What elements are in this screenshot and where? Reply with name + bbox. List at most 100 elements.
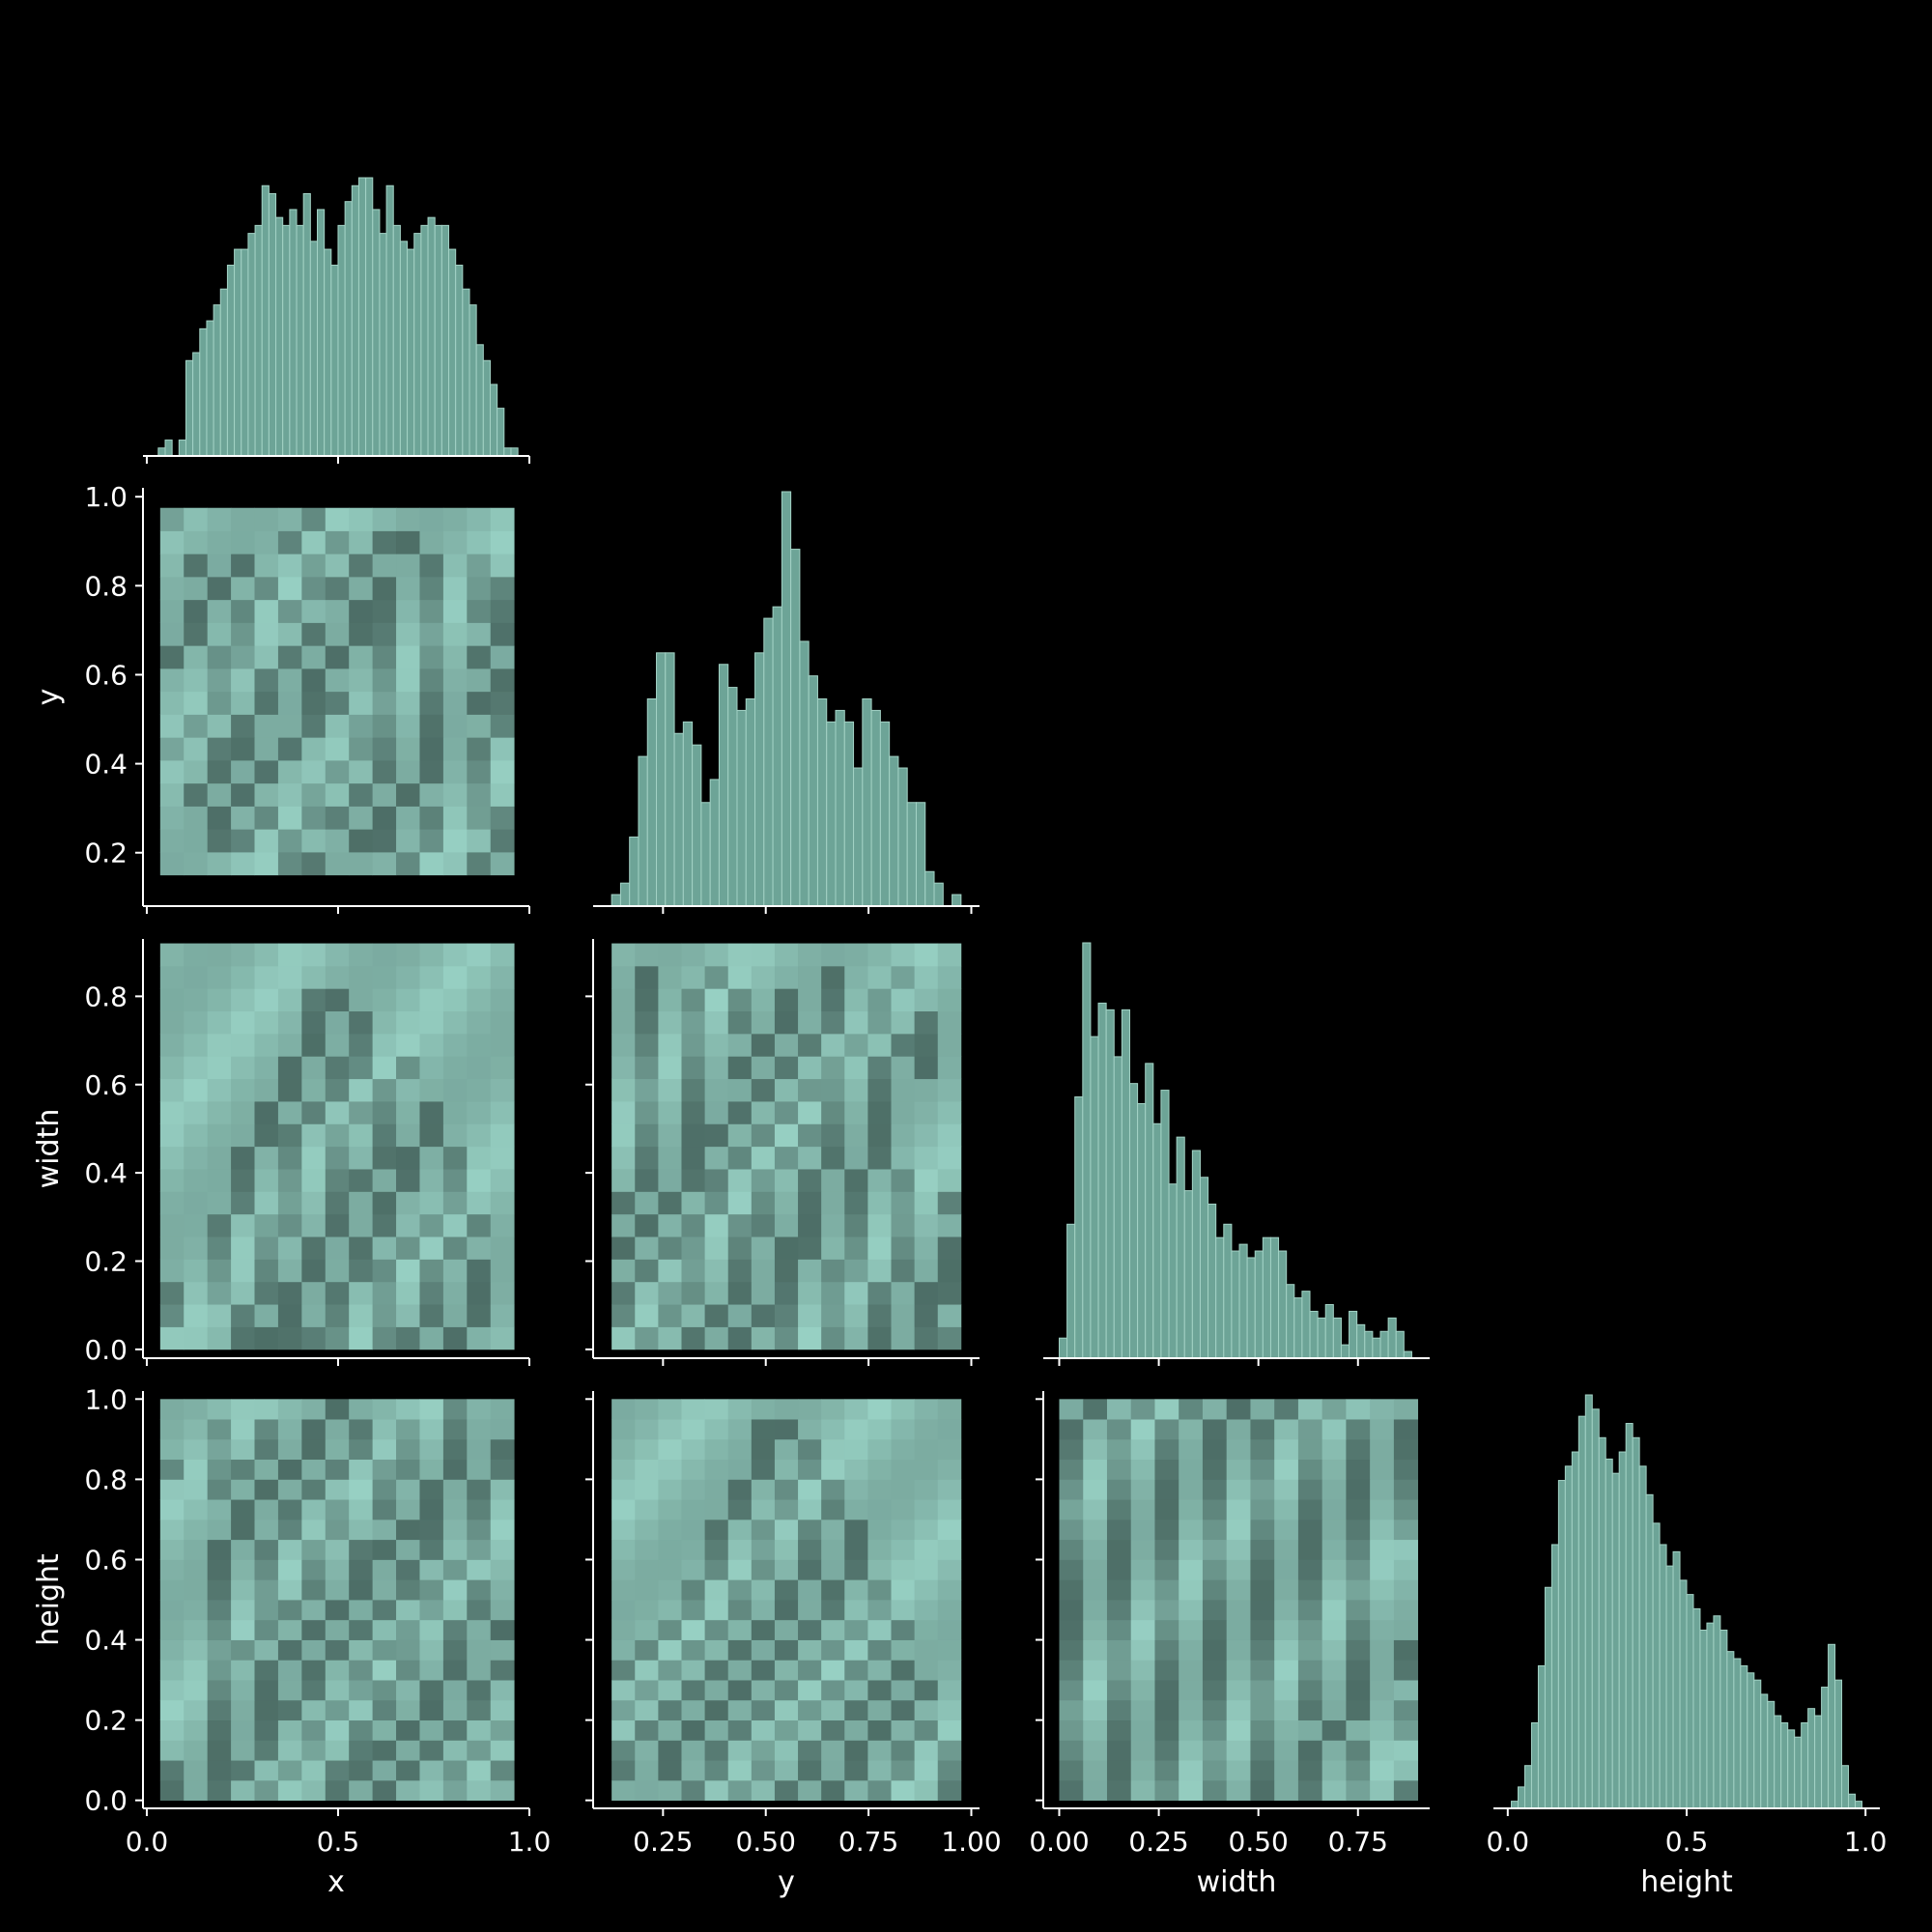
heatmap-cell (611, 1639, 636, 1661)
heatmap-cell (277, 1699, 302, 1721)
heatmap-cell (159, 1680, 185, 1701)
heatmap-cell (325, 1281, 350, 1305)
heatmap-cell (349, 965, 374, 989)
heatmap-cell (914, 1680, 939, 1701)
heatmap-cell (372, 1399, 397, 1420)
heatmap-cell (442, 1078, 468, 1102)
heatmap-cell (396, 554, 420, 578)
heatmap-cell (396, 1146, 420, 1170)
heatmap-cell (727, 1304, 753, 1327)
heatmap-cell (254, 829, 279, 853)
heatmap-cell (419, 714, 444, 738)
heatmap-cell (774, 1101, 799, 1124)
heatmap-cell (1059, 1619, 1084, 1640)
heatmap-cell (490, 1719, 515, 1741)
heatmap-cell (727, 1479, 753, 1500)
heatmap-cell (467, 1438, 492, 1461)
heatmap-cell (490, 1760, 515, 1781)
heatmap-cell (231, 1304, 255, 1327)
heatmap-cell (207, 760, 232, 784)
heatmap-cell (396, 1600, 420, 1621)
heatmap-cell (727, 1191, 753, 1215)
heatmap-cell (349, 1169, 374, 1192)
heatmap-cell (1202, 1600, 1228, 1621)
heatmap-cell (372, 554, 397, 578)
heatmap-cell (1250, 1619, 1275, 1640)
heatmap-cell (184, 599, 209, 623)
histogram-bar (1584, 1394, 1593, 1809)
heatmap-cell (207, 530, 232, 554)
heatmap-cell (774, 1236, 799, 1260)
x-tick-label: 0.25 (633, 1826, 693, 1858)
heatmap-cell (325, 1213, 350, 1237)
heatmap-cell (635, 1213, 659, 1237)
heatmap-cell (372, 1660, 397, 1681)
heatmap-cell (937, 1779, 962, 1802)
heatmap-cell (207, 1499, 232, 1520)
histogram-bar (727, 687, 738, 907)
heatmap-cell (301, 714, 327, 738)
heatmap-cell (774, 1399, 799, 1420)
histogram-bar (638, 755, 648, 907)
heatmap-cell (184, 530, 209, 554)
heatmap-cell (821, 1123, 845, 1148)
histogram-bar (1598, 1436, 1606, 1809)
heatmap-cell (867, 1619, 892, 1640)
histogram-bar (1231, 1250, 1240, 1359)
heatmap-cell (301, 852, 327, 876)
heatmap-cell (1250, 1719, 1275, 1741)
heatmap-cell (325, 988, 350, 1012)
heatmap-cell (231, 1600, 255, 1621)
heatmap-cell (611, 1699, 636, 1721)
heatmap-cell (301, 1169, 327, 1192)
heatmap-cell (798, 1479, 822, 1500)
heatmap-cell (254, 965, 279, 989)
heatmap-cell (254, 1779, 279, 1802)
heatmap-cell (891, 1123, 916, 1148)
heatmap-cell (254, 737, 279, 761)
heatmap-cell (372, 1719, 397, 1741)
heatmap-cell (611, 1600, 636, 1621)
heatmap-cell (1202, 1499, 1228, 1520)
histogram-bar (1372, 1337, 1381, 1359)
histogram-bar (213, 304, 221, 457)
heatmap-cell (658, 1146, 682, 1170)
heatmap-cell (891, 1304, 916, 1327)
histogram-bar (933, 882, 944, 907)
heatmap-cell (844, 1438, 868, 1461)
heatmap-cell (821, 943, 845, 967)
x-ticks-y-row-2 (662, 1358, 973, 1366)
heatmap-cell (184, 1281, 209, 1305)
heatmap-cell (301, 1779, 327, 1802)
heatmap-cell (490, 1123, 515, 1148)
heatmap-cell (1130, 1639, 1155, 1661)
heatmap-cell (277, 1191, 302, 1215)
heatmap-cell (774, 1056, 799, 1080)
histogram-bar (1807, 1708, 1816, 1809)
heatmap-cell (774, 1438, 799, 1461)
histogram-bar (1605, 1458, 1613, 1809)
heatmap-cell (844, 1459, 868, 1480)
heatmap-cell (349, 1010, 374, 1035)
heatmap-cell (1321, 1660, 1347, 1681)
heatmap-cell (1130, 1399, 1155, 1420)
heatmap-cell (184, 760, 209, 784)
heatmap-cell (1250, 1399, 1275, 1420)
heatmap-cell (704, 1304, 729, 1327)
heatmap-cell (611, 1459, 636, 1480)
heatmap-cell (611, 1078, 636, 1102)
heatmap-cell (490, 1600, 515, 1621)
heatmap-cell (1179, 1539, 1204, 1560)
heatmap-cell (798, 1169, 822, 1192)
heatmap-cell (821, 1479, 845, 1500)
heatmap-cell (467, 1539, 492, 1560)
heatmap-cell (159, 530, 185, 554)
heatmap-cell (419, 1236, 444, 1260)
heatmap-cell (937, 1146, 962, 1170)
heatmap-cell (1179, 1600, 1204, 1621)
x-tick-label: 0.50 (736, 1826, 796, 1858)
histogram-bar (1530, 1721, 1539, 1809)
histogram-bar (1814, 1715, 1823, 1809)
heatmap-cell (277, 1619, 302, 1640)
heatmap-cell (349, 1719, 374, 1741)
